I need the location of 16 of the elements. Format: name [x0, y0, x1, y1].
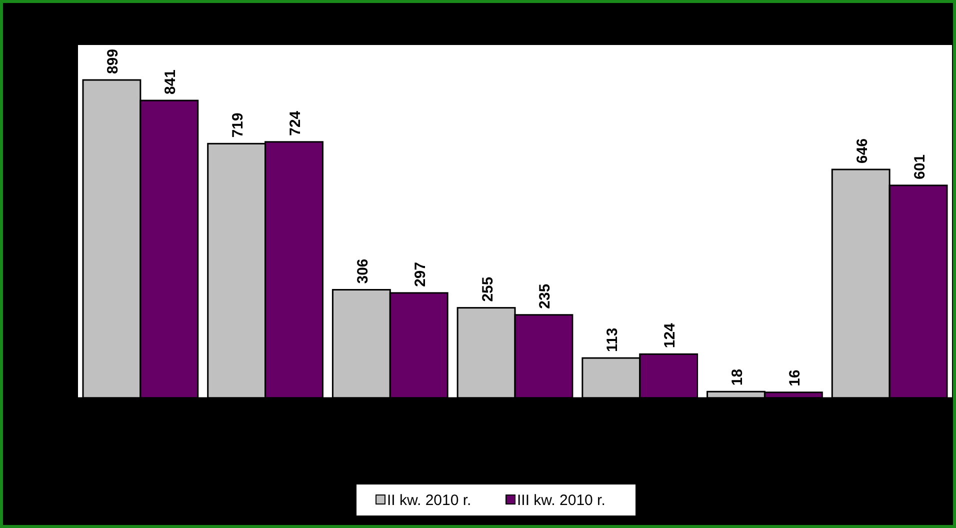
- data-label: 297: [412, 262, 429, 287]
- data-label: 235: [536, 284, 554, 309]
- legend-label: III kw. 2010 r.: [517, 492, 606, 509]
- data-label: 16: [786, 370, 804, 386]
- data-label: 646: [854, 138, 871, 164]
- data-label: 841: [162, 69, 180, 94]
- data-label: 719: [230, 112, 247, 138]
- data-label: 724: [287, 110, 304, 136]
- data-label: 124: [662, 322, 679, 348]
- data-label: 601: [911, 154, 928, 180]
- data-label: 306: [354, 258, 372, 284]
- data-label: 18: [728, 368, 746, 386]
- data-label: 899: [104, 48, 122, 74]
- data-label: 113: [604, 328, 622, 352]
- legend-label: II kw. 2010 r.: [387, 492, 472, 509]
- data-label: 255: [479, 276, 496, 302]
